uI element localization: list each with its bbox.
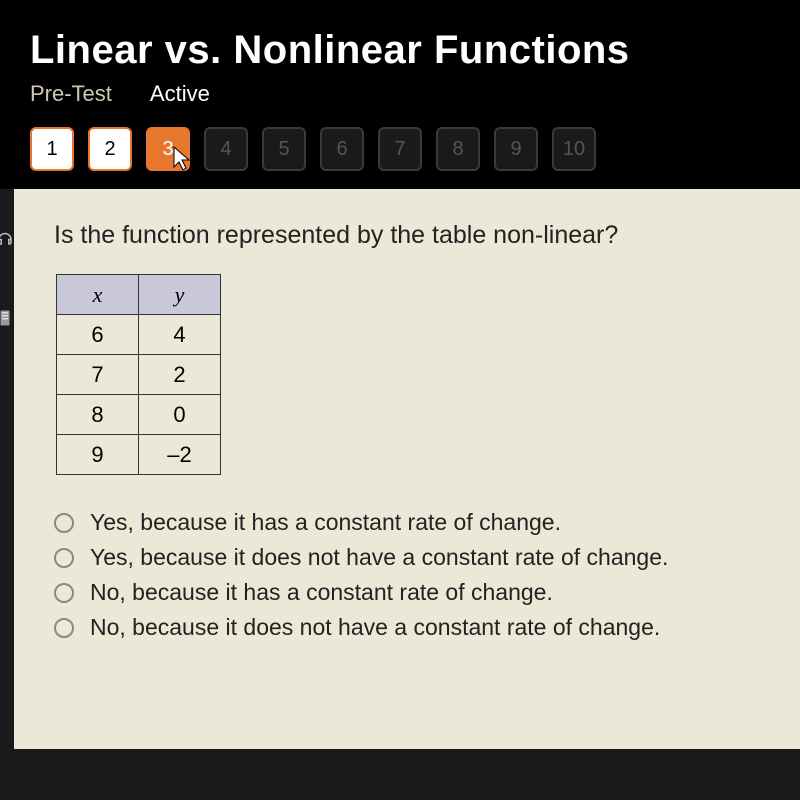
- table-row: 7 2: [57, 355, 221, 395]
- table-cell: 4: [139, 315, 221, 355]
- table-row: 8 0: [57, 395, 221, 435]
- option-text: Yes, because it does not have a constant…: [90, 544, 668, 571]
- question-nav: 1 2 3 4 5 6 7 8 9 10: [30, 127, 780, 171]
- nav-question-2[interactable]: 2: [88, 127, 132, 171]
- answer-option-4[interactable]: No, because it does not have a constant …: [54, 614, 772, 641]
- function-table: x y 6 4 7 2 8 0 9 –2: [56, 274, 221, 475]
- table-cell: 7: [57, 355, 139, 395]
- option-text: No, because it does not have a constant …: [90, 614, 660, 641]
- option-text: Yes, because it has a constant rate of c…: [90, 509, 561, 536]
- lesson-header: Linear vs. Nonlinear Functions Pre-Test …: [0, 0, 800, 189]
- nav-question-5[interactable]: 5: [262, 127, 306, 171]
- radio-icon[interactable]: [54, 583, 74, 603]
- answer-options: Yes, because it has a constant rate of c…: [54, 509, 772, 641]
- table-row: 6 4: [57, 315, 221, 355]
- radio-icon[interactable]: [54, 548, 74, 568]
- radio-icon[interactable]: [54, 618, 74, 638]
- nav-question-8[interactable]: 8: [436, 127, 480, 171]
- option-text: No, because it has a constant rate of ch…: [90, 579, 553, 606]
- radio-icon[interactable]: [54, 513, 74, 533]
- nav-question-3[interactable]: 3: [146, 127, 190, 171]
- nav-question-10[interactable]: 10: [552, 127, 596, 171]
- nav-question-1[interactable]: 1: [30, 127, 74, 171]
- table-row: 9 –2: [57, 435, 221, 475]
- question-panel: Is the function represented by the table…: [14, 189, 800, 749]
- question-prompt: Is the function represented by the table…: [54, 221, 772, 250]
- table-cell: –2: [139, 435, 221, 475]
- nav-question-4[interactable]: 4: [204, 127, 248, 171]
- nav-question-3-label: 3: [162, 138, 173, 161]
- lesson-subtitle-row: Pre-Test Active: [30, 81, 780, 107]
- headphones-icon[interactable]: [0, 222, 14, 254]
- subtitle-pretest: Pre-Test: [30, 81, 112, 107]
- table-cell: 2: [139, 355, 221, 395]
- table-header-y: y: [139, 275, 221, 315]
- answer-option-2[interactable]: Yes, because it does not have a constant…: [54, 544, 772, 571]
- nav-question-6[interactable]: 6: [320, 127, 364, 171]
- ruler-icon[interactable]: [0, 302, 14, 334]
- sidebar-tools: [0, 222, 14, 334]
- table-cell: 0: [139, 395, 221, 435]
- subtitle-active: Active: [150, 81, 210, 107]
- nav-question-7[interactable]: 7: [378, 127, 422, 171]
- table-cell: 9: [57, 435, 139, 475]
- lesson-title: Linear vs. Nonlinear Functions: [30, 28, 780, 73]
- answer-option-1[interactable]: Yes, because it has a constant rate of c…: [54, 509, 772, 536]
- table-header-x: x: [57, 275, 139, 315]
- table-cell: 8: [57, 395, 139, 435]
- nav-question-9[interactable]: 9: [494, 127, 538, 171]
- table-cell: 6: [57, 315, 139, 355]
- answer-option-3[interactable]: No, because it has a constant rate of ch…: [54, 579, 772, 606]
- cursor-icon: [170, 145, 194, 173]
